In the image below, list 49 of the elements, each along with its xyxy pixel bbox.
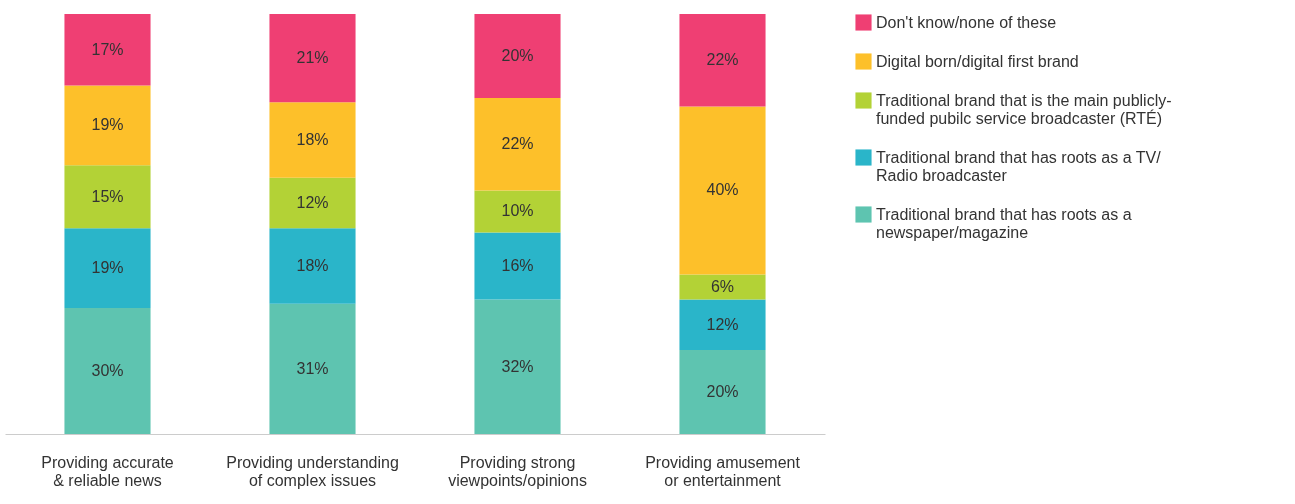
bar (679, 14, 766, 107)
bar (64, 228, 151, 308)
legend-label: Digital born/digital first brand (876, 52, 1079, 70)
data-label: 16% (501, 257, 534, 274)
bar (679, 106, 766, 275)
data-label: 40% (706, 181, 739, 199)
data-label: 20% (706, 383, 739, 400)
bar (269, 228, 356, 304)
bar (679, 274, 766, 300)
x-tick-label: Providing understanding of complex issues (226, 453, 399, 489)
data-label: 32% (501, 357, 534, 375)
bar (679, 350, 766, 434)
data-label: 17% (91, 40, 124, 58)
bar (474, 232, 561, 300)
data-label: 19% (91, 259, 124, 277)
bar (64, 165, 151, 229)
x-tick-label: Providing accurate & reliable news (41, 453, 174, 489)
data-label: 10% (501, 202, 534, 220)
bar (679, 299, 766, 350)
data-label: 12% (706, 315, 739, 333)
x-tick-label: Providing strong viewpoints/opinions (448, 453, 587, 489)
data-label: 20% (501, 47, 534, 64)
data-label: 31% (296, 359, 329, 377)
legend-label: Traditional brand that has roots as a newspaper/magazine (876, 205, 1132, 241)
data-label: 30% (91, 362, 124, 379)
bar (269, 177, 356, 229)
bar (64, 14, 151, 86)
bar (474, 14, 561, 98)
bar (474, 98, 561, 191)
data-label: 18% (296, 257, 329, 274)
data-label: 6% (710, 278, 735, 295)
data-label: 21% (296, 49, 329, 67)
bar (64, 85, 151, 166)
bar (64, 308, 151, 434)
data-label: 18% (296, 131, 329, 148)
legend-label: Don't know/none of these (876, 13, 1057, 31)
data-label: 22% (501, 135, 534, 153)
legend-label: Traditional brand that has roots as a TV/ Radio broadcaster (876, 148, 1162, 184)
bar (269, 14, 356, 103)
bar (474, 190, 561, 233)
bar (269, 102, 356, 178)
x-tick-label: Providing amusement or entertainment (645, 453, 801, 489)
legend-label: Traditional brand that is the main publicly- funded pubilc service broadcaster (RTÉ) (876, 91, 1172, 127)
data-label: 22% (706, 51, 739, 69)
data-label: 19% (91, 116, 124, 134)
data-label: 12% (296, 194, 329, 211)
bar (269, 303, 356, 434)
bar (474, 299, 561, 434)
data-label: 15% (91, 187, 124, 205)
